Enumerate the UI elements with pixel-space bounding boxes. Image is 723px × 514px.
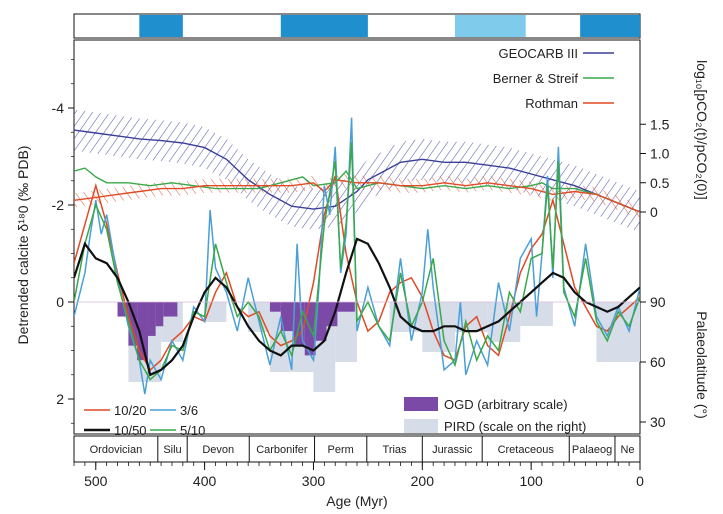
icehouse-bar xyxy=(73,13,641,39)
period-label: Silu xyxy=(163,444,181,456)
y-left-tick-label: 0 xyxy=(56,294,64,310)
y-axis-left: 2 0 -2 -4 xyxy=(52,59,74,424)
x-tick-label: 500 xyxy=(84,473,108,489)
ogd-block xyxy=(280,302,294,332)
x-axis: 500 400 300 200 100 0 xyxy=(84,462,644,489)
ogd-block xyxy=(137,302,149,361)
co2-curves xyxy=(74,129,640,213)
y-right-tick-label: 0 xyxy=(650,204,658,220)
y-left-tick-label: -2 xyxy=(52,197,65,213)
ogd-block xyxy=(163,302,178,317)
legend-fill-label: OGD (arbitrary scale) xyxy=(444,397,568,412)
y-axis-right-bottom-label: Palaeolatitude (°) xyxy=(694,311,710,419)
legend-filter-label: 5/10 xyxy=(180,423,205,438)
legend-filter-label: 10/20 xyxy=(114,403,147,418)
co2-line xyxy=(74,167,640,213)
co2-line xyxy=(74,179,640,213)
legend-fill-swatch xyxy=(404,419,438,433)
period-strip: Ordovician Silu Devon Carbonifer Perm Trias Ju… xyxy=(73,435,641,466)
icehouse-block xyxy=(139,15,183,37)
y-left-tick-label: 2 xyxy=(56,391,64,407)
period-label: Carbonifer xyxy=(256,444,308,456)
x-tick-label: 200 xyxy=(411,473,435,489)
icehouse-block xyxy=(580,15,640,37)
period-label: Jurassic xyxy=(432,444,473,456)
legend-co2-label: GEOCARB III xyxy=(499,46,578,61)
period-label: Ordovician xyxy=(90,444,143,456)
legend-co2-label: Rothman xyxy=(525,96,578,111)
y-axis-left-label: Detrended calcite δ¹⁸0 (‰ PDB) xyxy=(15,146,31,345)
ogd-block xyxy=(315,302,327,341)
x-tick-label: 300 xyxy=(302,473,326,489)
legend-co2-label: Berner & Streif xyxy=(493,71,579,86)
plot-frame xyxy=(73,39,641,435)
x-tick-label: 400 xyxy=(193,473,217,489)
d18o-line xyxy=(74,141,640,381)
y-axis-right-top-label: log₁₀[pCO₂(t)/pCO₂(0)] xyxy=(694,60,710,200)
y-axis-right: 1.5 1.0 0.5 0 90 60 30 xyxy=(640,116,670,430)
period-label: Palaeog xyxy=(572,444,612,456)
ogd-block xyxy=(269,302,281,312)
legend-filters: 10/20 3/6 10/50 5/10 xyxy=(84,403,205,438)
period-label: Perm xyxy=(328,444,354,456)
y-right-tick-label: 60 xyxy=(650,354,666,370)
period-label: Ne xyxy=(620,444,634,456)
ogd-block xyxy=(148,302,156,336)
y-left-tick-label: -4 xyxy=(52,100,65,116)
legend-fill-swatch xyxy=(404,397,438,411)
y-right-tick-label: 90 xyxy=(650,294,666,310)
x-tick-label: 0 xyxy=(636,473,644,489)
co2-line xyxy=(74,129,640,213)
x-axis-label: Age (Myr) xyxy=(326,493,387,509)
y-right-tick-label: 0.5 xyxy=(650,175,670,191)
legend-co2: GEOCARB III Berner & Streif Rothman xyxy=(493,46,614,111)
period-label: Cretaceous xyxy=(498,444,555,456)
ogd-block xyxy=(128,302,138,346)
d18o-curves xyxy=(74,117,640,395)
period-label: Devon xyxy=(202,444,234,456)
y-right-tick-label: 1.5 xyxy=(650,116,670,132)
legend-fills: OGD (arbitrary scale) PIRD (scale on the … xyxy=(404,397,586,434)
legend-filter-label: 10/50 xyxy=(114,423,147,438)
ogd-block xyxy=(155,302,164,327)
legend-fill-label: PIRD (scale on the right) xyxy=(444,419,586,434)
ogd-block xyxy=(337,302,355,312)
y-right-tick-label: 1.0 xyxy=(650,146,670,162)
icehouse-block xyxy=(280,15,368,37)
d18o-line xyxy=(74,237,640,377)
x-tick-label: 100 xyxy=(519,473,543,489)
pird-block xyxy=(335,302,357,362)
legend-filter-label: 3/6 xyxy=(180,403,198,418)
geocarb-band xyxy=(74,109,640,233)
period-label: Trias xyxy=(383,444,408,456)
y-right-tick-label: 30 xyxy=(650,414,666,430)
ogd-block xyxy=(326,302,338,327)
icehouse-block xyxy=(454,15,526,37)
ogd-block xyxy=(117,302,129,317)
